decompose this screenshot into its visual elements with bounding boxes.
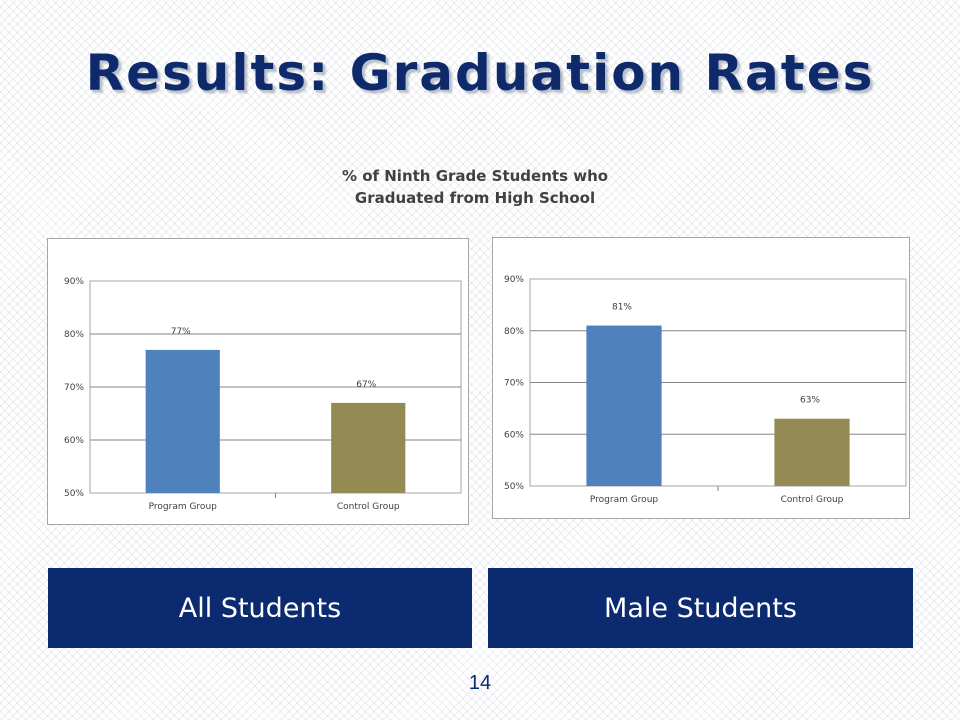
male-students-bar-program: [586, 325, 662, 486]
chart-heading-line1: % of Ninth Grade Students who: [341, 167, 609, 185]
male-students-category-label: Control Group: [781, 495, 844, 505]
all-students-label: All Students: [48, 568, 472, 648]
male-students-ytick-label: 80%: [504, 327, 524, 337]
all-students-category-label: Control Group: [337, 502, 400, 512]
male-students-ytick-label: 50%: [504, 482, 524, 492]
all-students-ytick-label: 50%: [64, 489, 84, 499]
all-students-category-label: Program Group: [149, 502, 218, 512]
all-students-ytick-label: 80%: [64, 330, 84, 340]
male-students-ytick-label: 90%: [504, 275, 524, 285]
page-number: 14: [468, 672, 492, 694]
male-students-ytick-label: 70%: [504, 379, 524, 389]
all-students-data-label: 77%: [171, 327, 191, 337]
chart-all-students: 50% 60% 70% 80% 90% 77% Program Group 67% Contro…: [47, 238, 469, 525]
all-students-bar-control: [331, 402, 406, 493]
all-students-ytick-label: 60%: [64, 436, 84, 446]
male-students-label: Male Students: [488, 568, 913, 648]
chart-male-students-svg: 50% 60% 70% 80% 90% 81% Program Group 63% Contro…: [504, 275, 907, 505]
chart-heading-line2: Graduated from High School: [354, 189, 596, 207]
male-students-ytick-label: 60%: [504, 430, 524, 440]
slide-title: Results: Graduation Rates: [85, 44, 875, 102]
male-students-bar-control: [774, 418, 850, 486]
all-students-data-label: 67%: [356, 380, 376, 390]
male-students-data-label: 63%: [800, 396, 820, 406]
chart-all-students-svg: 50% 60% 70% 80% 90% 77% Program Group 67% Contro…: [64, 277, 462, 512]
male-students-data-label: 81%: [612, 303, 632, 313]
all-students-ytick-label: 70%: [64, 383, 84, 393]
all-students-ytick-label: 90%: [64, 277, 84, 287]
all-students-bar-program: [145, 349, 220, 493]
chart-heading: % of Ninth Grade Students who Graduated …: [240, 165, 710, 209]
chart-male-students: 50% 60% 70% 80% 90% 81% Program Group 63% Contro…: [492, 237, 910, 519]
male-students-category-label: Program Group: [590, 495, 659, 505]
